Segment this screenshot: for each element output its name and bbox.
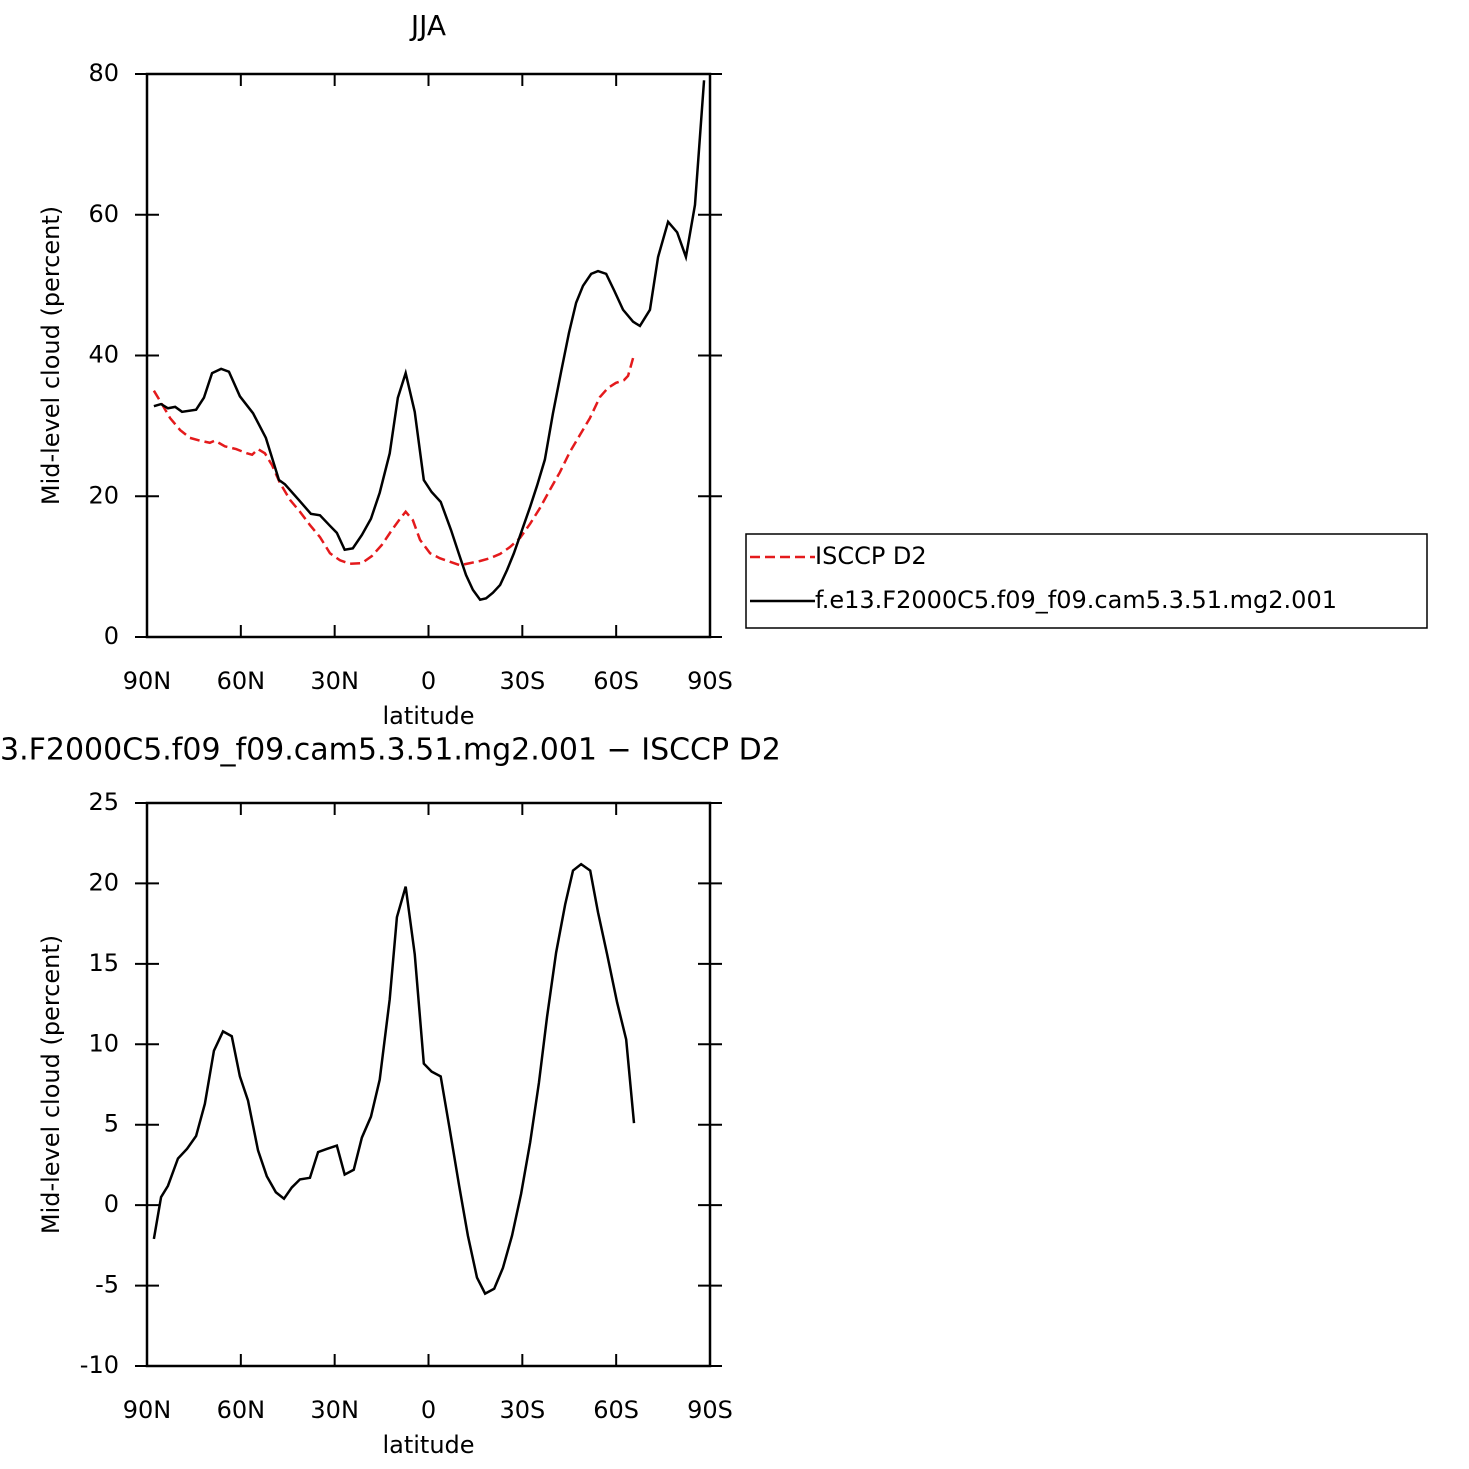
x-axis-label: latitude [382, 1431, 474, 1459]
x-tick-label: 0 [421, 667, 436, 695]
y-tick-label: 10 [88, 1029, 119, 1057]
legend-label: f.e13.F2000C5.f09_f09.cam5.3.51.mg2.001 [815, 586, 1337, 614]
y-tick-label: 20 [88, 481, 119, 509]
legend-label: ISCCP D2 [815, 542, 927, 570]
y-tick-label: 20 [88, 868, 119, 896]
x-tick-label: 60N [217, 667, 266, 695]
x-tick-label: 30S [499, 667, 545, 695]
series-line [152, 354, 636, 567]
x-tick-label: 60S [593, 667, 639, 695]
x-tick-label: 60S [593, 1396, 639, 1424]
y-tick-label: 40 [88, 341, 119, 369]
x-tick-label: 0 [421, 1396, 436, 1424]
y-tick-label: 0 [104, 622, 119, 650]
y-tick-label: 25 [88, 788, 119, 816]
y-tick-label: 5 [104, 1110, 119, 1138]
x-tick-label: 30N [310, 1396, 359, 1424]
x-tick-label: 90S [687, 667, 733, 695]
y-tick-label: -10 [80, 1351, 119, 1379]
series-line [153, 80, 706, 602]
x-tick-label: 90N [123, 667, 172, 695]
y-tick-label: 0 [104, 1190, 119, 1218]
x-tick-label: 60N [217, 1396, 266, 1424]
series-line [152, 862, 636, 1296]
chart-title: JJA [409, 9, 446, 42]
y-tick-label: 15 [88, 949, 119, 977]
x-tick-label: 30S [499, 1396, 545, 1424]
legend-box [745, 533, 1428, 629]
x-tick-label: 90N [123, 1396, 172, 1424]
x-axis-label: latitude [382, 702, 474, 730]
x-tick-label: 90S [687, 1396, 733, 1424]
y-tick-label: 60 [88, 200, 119, 228]
y-tick-label: 80 [88, 59, 119, 87]
y-axis-label: Mid-level cloud (percent) [37, 935, 65, 1234]
x-tick-label: 30N [310, 667, 359, 695]
y-axis-label: Mid-level cloud (percent) [37, 206, 65, 505]
y-tick-label: -5 [95, 1271, 119, 1299]
chart-title: 3.F2000C5.f09_f09.cam5.3.51.mg2.001 − IS… [0, 733, 781, 768]
plot-frame [145, 801, 712, 1368]
